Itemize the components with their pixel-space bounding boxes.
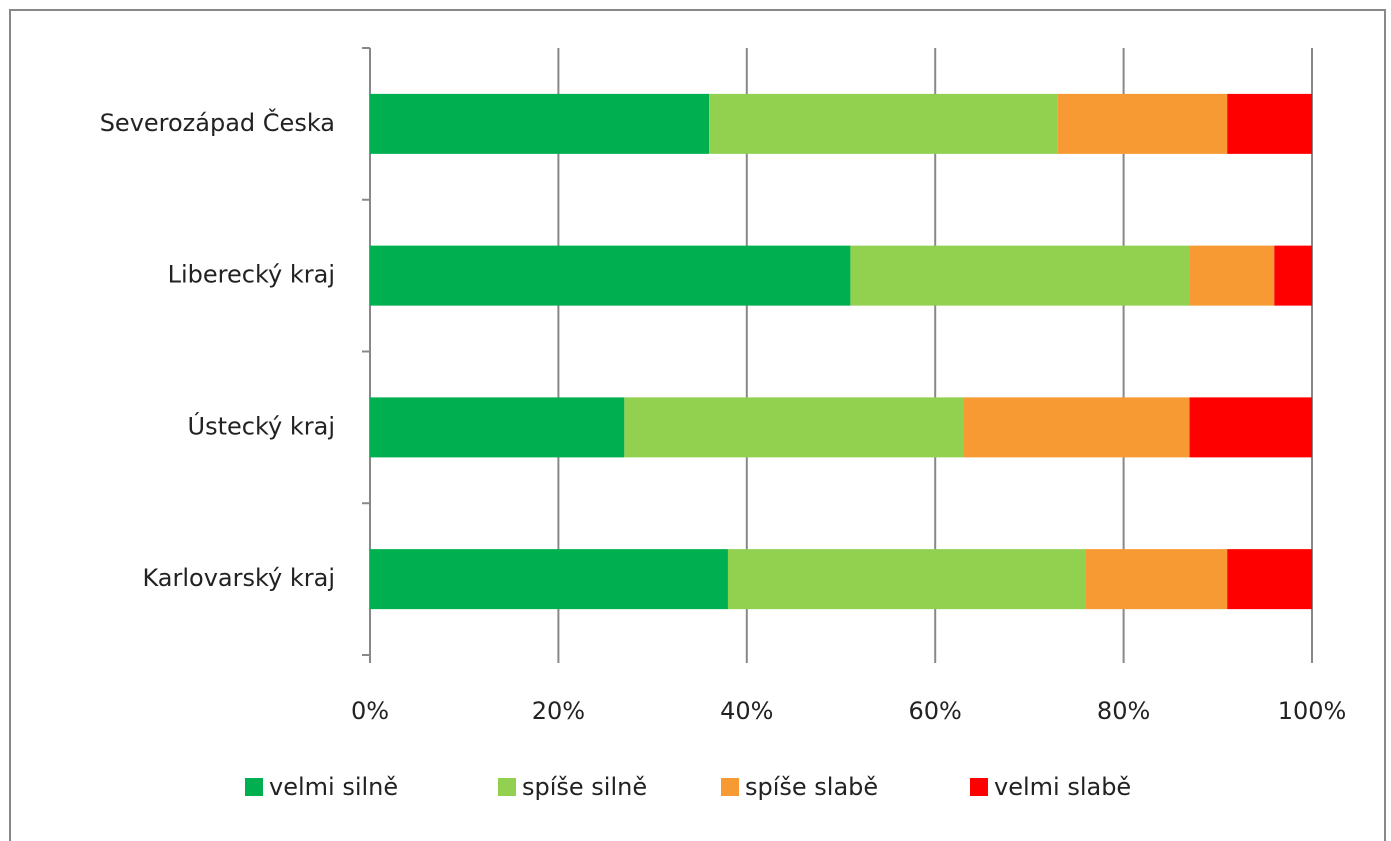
chart-frame [9, 9, 1386, 841]
bar-segment [1085, 549, 1228, 610]
bar-segment [1189, 245, 1275, 306]
y-tick-label: Severozápad Česka [100, 107, 335, 137]
legend-label: spíše silně [522, 773, 647, 801]
bar-segment [370, 245, 851, 306]
bar-segment [370, 397, 625, 458]
x-tick-label: 40% [720, 697, 773, 725]
bar-segment [1274, 245, 1312, 306]
bar-segment [850, 245, 1190, 306]
legend-swatch [970, 778, 988, 796]
x-tick-label: 20% [532, 697, 585, 725]
bar-segment [370, 93, 710, 154]
bar-segment [1057, 93, 1228, 154]
bar-segment [1189, 397, 1312, 458]
legend-label: velmi silně [269, 773, 398, 801]
legend-label: velmi slabě [994, 773, 1131, 801]
x-tick-label: 80% [1097, 697, 1150, 725]
x-tick-label: 100% [1278, 697, 1347, 725]
bar-segment [370, 549, 728, 610]
bar-segment [963, 397, 1190, 458]
bar-segment [1227, 549, 1312, 610]
legend-swatch [245, 778, 263, 796]
legend-swatch [498, 778, 516, 796]
y-tick-label: Karlovarský kraj [142, 564, 335, 592]
legend-swatch [721, 778, 739, 796]
bar-segment [727, 549, 1086, 610]
bar-segment [624, 397, 964, 458]
bar-segment [1227, 93, 1312, 154]
x-tick-label: 0% [351, 697, 389, 725]
legend-label: spíše slabě [745, 773, 878, 801]
x-tick-label: 60% [909, 697, 962, 725]
y-tick-label: Ústecký kraj [188, 410, 335, 440]
y-tick-label: Liberecký kraj [168, 261, 335, 289]
bar-segment [709, 93, 1058, 154]
